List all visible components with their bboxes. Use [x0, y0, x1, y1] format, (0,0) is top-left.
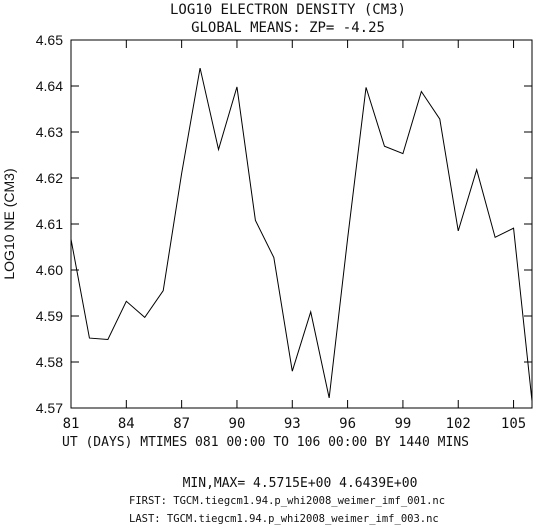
- y-tick-label: 4.64: [36, 78, 63, 94]
- x-tick-label: 102: [446, 416, 471, 432]
- x-tick-label: 99: [394, 416, 411, 432]
- x-tick-label: 90: [229, 416, 246, 432]
- series-line: [70, 67, 533, 402]
- y-tick-label: 4.59: [36, 308, 63, 324]
- y-tick-label: 4.65: [36, 32, 63, 48]
- x-tick-label: 93: [284, 416, 301, 432]
- y-axis-label: LOG10 NE (CM3): [1, 168, 17, 279]
- y-tick-label: 4.60: [36, 262, 63, 278]
- first-file-readout: FIRST: TGCM.tiegcm1.94.p_whi2008_weimer_…: [129, 495, 445, 507]
- last-file-readout: LAST: TGCM.tiegcm1.94.p_whi2008_weimer_i…: [129, 513, 439, 525]
- plot-frame: [70, 39, 533, 409]
- y-tick-label: 4.63: [36, 124, 63, 140]
- y-tick-label: 4.61: [36, 216, 63, 232]
- chart-subtitle: GLOBAL MEANS: ZP= -4.25: [191, 20, 385, 36]
- y-tick-label: 4.58: [36, 354, 63, 370]
- y-axis: 4.57 4.58 4.59 4.60 4.61 4.62 4.63 4.64 4.65: [36, 32, 532, 416]
- x-tick-label: 84: [118, 416, 135, 432]
- min-max-readout: MIN,MAX= 4.5715E+00 4.6439E+00: [183, 476, 418, 491]
- x-tick-label: 81: [63, 416, 80, 432]
- y-tick-label: 4.57: [36, 400, 63, 416]
- x-axis: 81 84 87 90 93 96 99 102 105: [63, 40, 526, 432]
- chart-title: LOG10 ELECTRON DENSITY (CM3): [170, 2, 406, 18]
- x-axis-label: UT (DAYS) MTIMES 081 00:00 TO 106 00:00 …: [62, 435, 469, 450]
- x-tick-label: 105: [501, 416, 526, 432]
- x-tick-label: 96: [339, 416, 356, 432]
- x-tick-label: 87: [173, 416, 190, 432]
- y-tick-label: 4.62: [36, 170, 63, 186]
